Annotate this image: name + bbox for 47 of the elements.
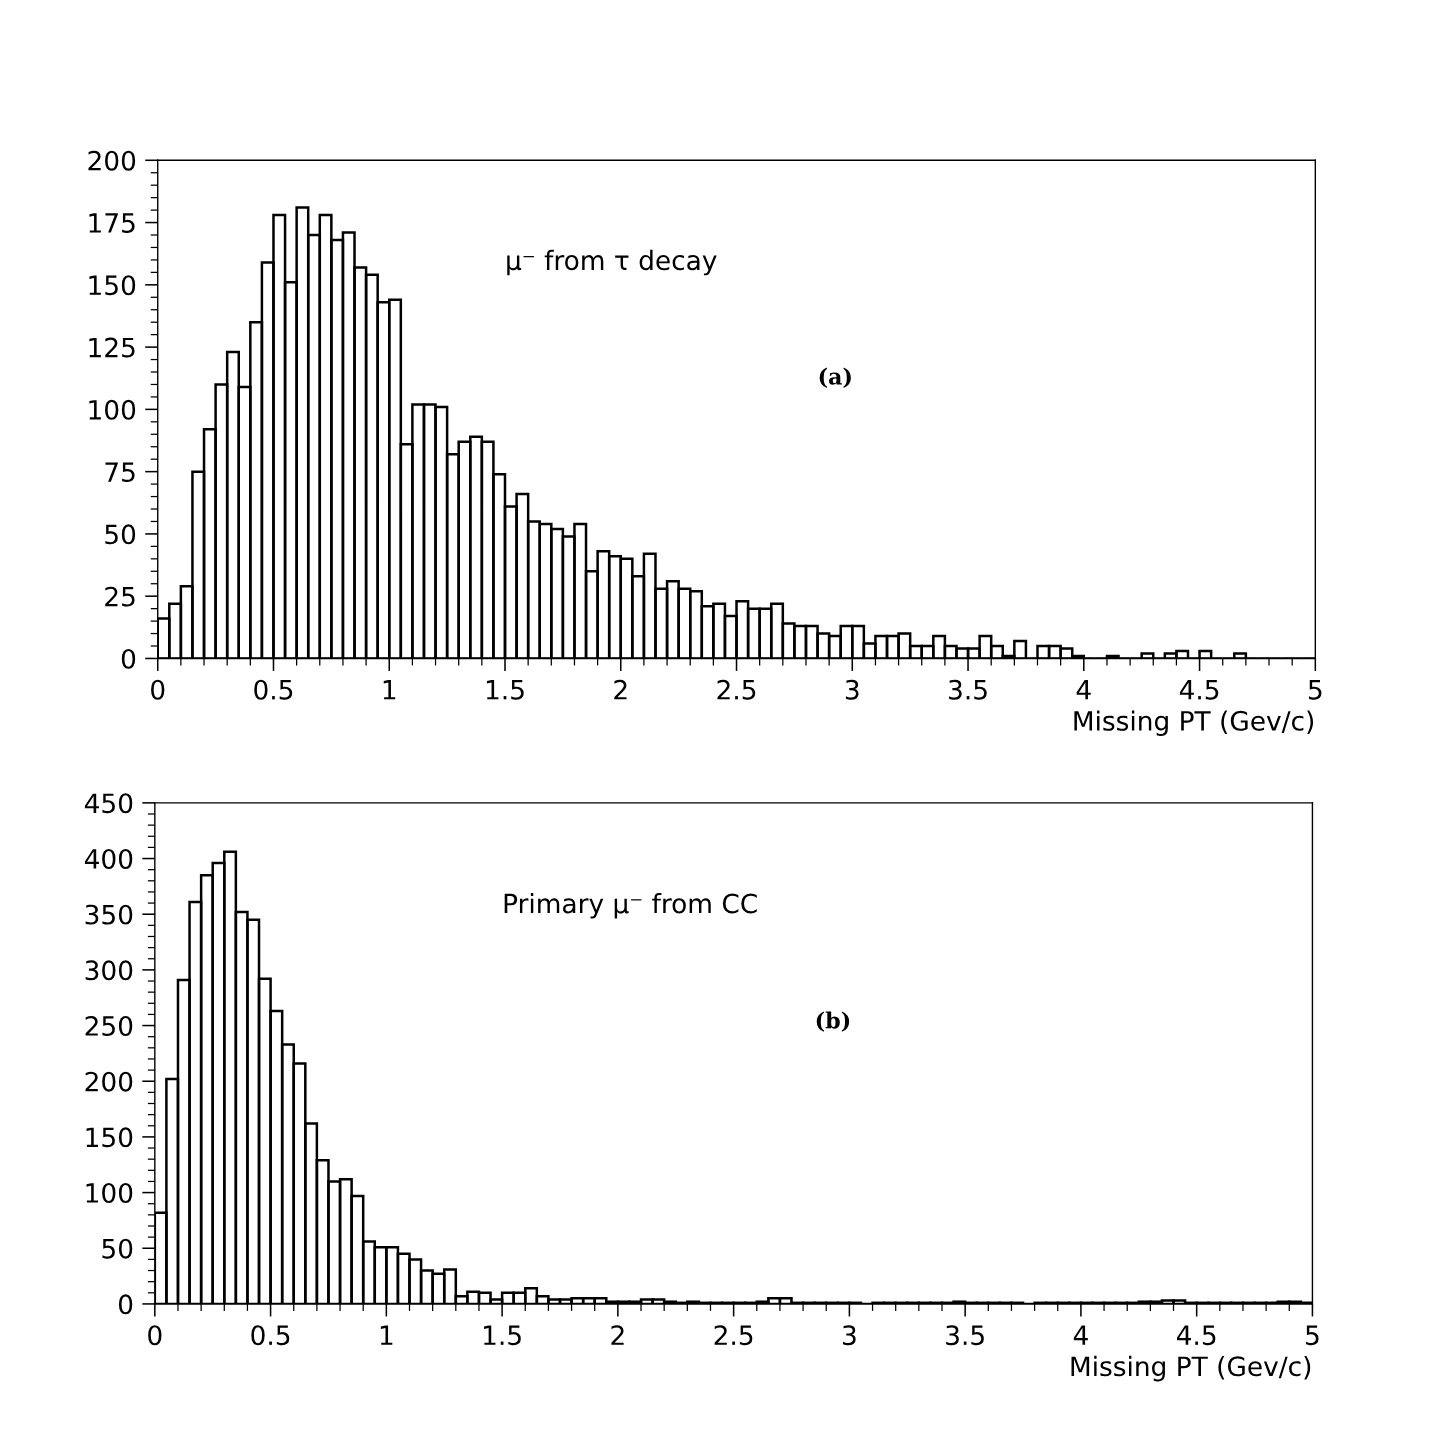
x-tick-label: 2.5 — [714, 1325, 753, 1346]
y-tick-label: 350 — [85, 904, 133, 925]
y-tick-label: 200 — [88, 150, 136, 171]
y-tick-label: 75 — [105, 462, 135, 483]
y-tick-label: 125 — [89, 337, 135, 358]
x-tick-label: 0.5 — [254, 679, 293, 700]
x-tick-label: 4.5 — [1179, 680, 1219, 700]
x-tick-label: 0 — [151, 679, 165, 700]
x-tick-label: 3.5 — [946, 1325, 984, 1346]
y-tick-label: 300 — [85, 960, 133, 981]
annotation: (a) — [819, 367, 851, 388]
x-tick-label: 2 — [611, 1325, 624, 1345]
y-tick-label: 400 — [84, 848, 133, 869]
y-tick-label: 50 — [102, 1238, 133, 1259]
y-tick-label: 100 — [86, 1183, 133, 1203]
x-tick-label: 1.5 — [486, 680, 524, 700]
y-tick-label: 250 — [85, 1016, 133, 1036]
y-tick-label: 0 — [121, 648, 136, 669]
y-tick-label: 150 — [86, 1127, 133, 1148]
x-tick-label: 5 — [1308, 680, 1322, 700]
annotation: (b) — [816, 1011, 850, 1032]
x-tick-label: 3 — [843, 1325, 856, 1346]
annotation: Primary μ⁻ from CC — [504, 893, 757, 919]
x-tick-label: 2.5 — [717, 679, 756, 700]
x-tick-label: 1.5 — [484, 1325, 521, 1346]
x-tick-label: 0 — [148, 1325, 162, 1346]
x-tick-label: 0.5 — [251, 1325, 290, 1346]
x-tick-label: 1 — [383, 680, 396, 700]
y-tick-label: 450 — [84, 793, 133, 814]
y-tick-label: 200 — [85, 1071, 133, 1092]
y-tick-label: 50 — [105, 524, 136, 545]
y-tick-label: 150 — [89, 275, 136, 296]
x-tick-label: 4 — [1073, 1325, 1088, 1345]
y-tick-label: 0 — [118, 1294, 133, 1315]
x-tick-label: 2 — [614, 679, 627, 700]
y-tick-label: 25 — [105, 586, 135, 607]
y-tick-label: 175 — [89, 213, 135, 233]
x-tick-label: 3 — [845, 679, 859, 700]
annotation: μ⁻ from τ decay — [507, 249, 717, 276]
x-tick-label: 4 — [1076, 680, 1091, 700]
x-axis-title: Missing PT (Gev/c) — [1074, 710, 1314, 736]
x-tick-label: 3.5 — [949, 679, 987, 700]
x-tick-label: 1 — [380, 1325, 393, 1345]
x-tick-label: 5 — [1306, 1325, 1319, 1346]
x-tick-label: 4.5 — [1176, 1325, 1216, 1346]
x-axis-title: Missing PT (Gev/c) — [1071, 1355, 1311, 1382]
y-tick-label: 100 — [89, 399, 136, 420]
